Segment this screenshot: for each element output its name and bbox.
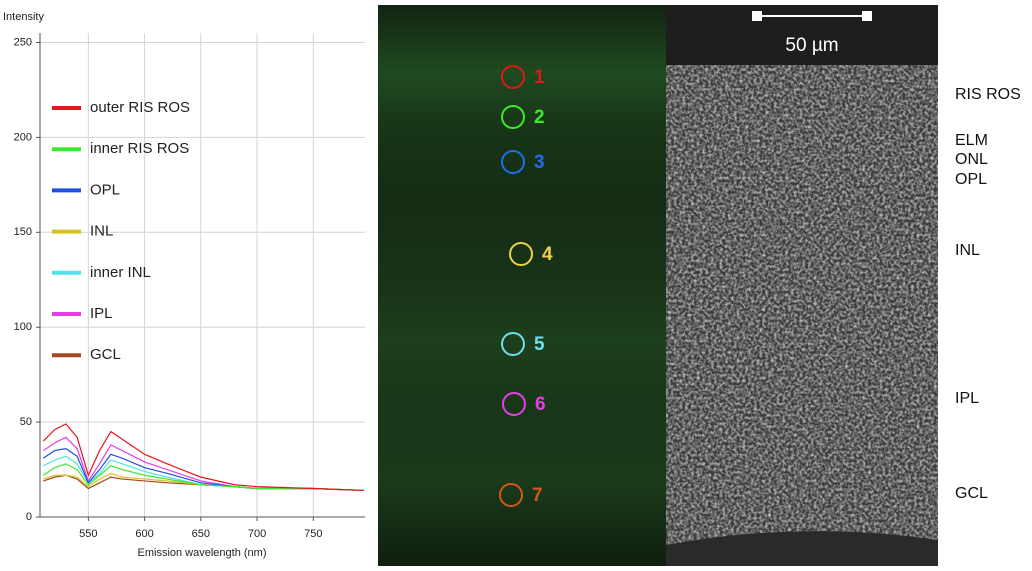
y-tick-label: 100 xyxy=(14,321,32,333)
scale-bar-end xyxy=(752,11,762,21)
layer-label: INL xyxy=(955,242,980,259)
y-tick-label: 0 xyxy=(26,511,32,523)
roi-label: 1 xyxy=(534,67,545,88)
roi-marker xyxy=(499,483,523,507)
image-bottom xyxy=(666,531,938,566)
x-tick-label: 650 xyxy=(192,528,210,540)
roi-marker xyxy=(501,105,525,129)
data-line xyxy=(42,423,364,492)
x-tick-label: 600 xyxy=(135,528,153,540)
roi-marker xyxy=(501,65,525,89)
spectrum-chart: Intensity Emission wavelength (nm) 0 50 10… xyxy=(3,11,365,559)
roi-label: 7 xyxy=(532,485,543,506)
layer-label: RIS ROS xyxy=(955,86,1021,103)
image-texture xyxy=(666,5,938,566)
roi-label: 2 xyxy=(534,107,545,128)
roi-marker xyxy=(502,392,526,416)
plot-area xyxy=(40,33,365,517)
y-tick-label: 50 xyxy=(20,416,32,428)
roi-label: 3 xyxy=(534,152,545,173)
layer-label: IPL xyxy=(955,390,979,407)
layer-label: GCL xyxy=(955,485,988,502)
roi-marker xyxy=(501,150,525,174)
layer-label: OPL xyxy=(955,171,987,188)
layer-label: ONL xyxy=(955,151,988,168)
scale-bar-end xyxy=(862,11,872,21)
x-axis-label: Emission wavelength (nm) xyxy=(138,547,267,559)
legend-label: INL xyxy=(90,223,113,240)
legend-label: GCL xyxy=(90,346,121,363)
roi-label: 6 xyxy=(535,394,546,415)
legend-label: inner RIS ROS xyxy=(90,140,189,157)
layer-label: ELM xyxy=(955,132,988,149)
scale-bar-label: 50 µm xyxy=(785,35,838,56)
em-image: 50 µm xyxy=(666,5,938,566)
x-tick-label: 550 xyxy=(79,528,97,540)
legend-label: OPL xyxy=(90,181,120,198)
x-tick-label: 700 xyxy=(248,528,266,540)
x-tick-label: 750 xyxy=(304,528,322,540)
legend-label: IPL xyxy=(90,305,113,322)
y-axis-label: Intensity xyxy=(3,11,44,23)
y-tick-label: 150 xyxy=(14,226,32,238)
roi-marker xyxy=(509,242,533,266)
roi-label: 5 xyxy=(534,334,545,355)
roi-label: 4 xyxy=(542,244,553,265)
y-tick-label: 250 xyxy=(14,36,32,48)
legend-label: outer RIS ROS xyxy=(90,99,190,116)
image-background xyxy=(378,5,666,566)
legend-label: inner INL xyxy=(90,264,151,281)
fluorescence-image: 1 2 3 4 5 6 7 xyxy=(378,5,666,566)
roi-marker xyxy=(501,332,525,356)
y-tick-label: 200 xyxy=(14,131,32,143)
data-line xyxy=(43,463,364,492)
